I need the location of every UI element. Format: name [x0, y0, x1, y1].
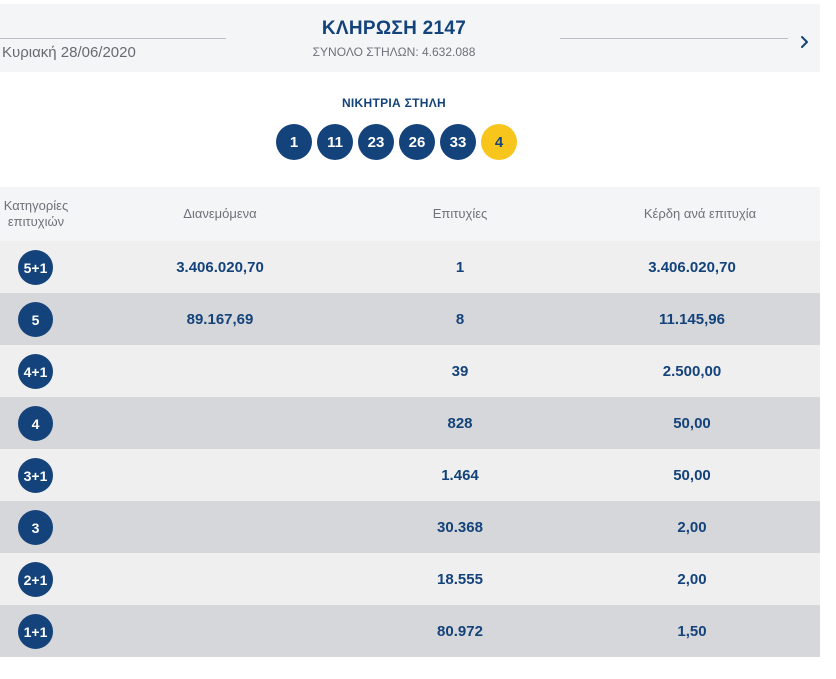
winning-number-ball: 33	[440, 124, 476, 160]
table-row: 5+1 3.406.020,70 1 3.406.020,70	[0, 241, 820, 293]
distributed-cell	[120, 553, 320, 605]
prize-cell: 50,00	[673, 466, 711, 484]
header-category: Κατηγορίες επιτυχιών	[3, 198, 69, 229]
prize-cell: 2,00	[677, 518, 707, 536]
distributed-cell	[120, 449, 320, 501]
header-winners: Επιτυχίες	[432, 206, 488, 221]
prize-cell: 3.406.020,70	[648, 258, 736, 276]
winners-cell: 828	[447, 414, 473, 432]
winners-cell: 30.368	[437, 518, 483, 536]
draw-header: Κυριακή 28/06/2020 ΚΛΗΡΩΣΗ 2147 ΣΥΝΟΛΟ Σ…	[0, 4, 820, 72]
winners-cell: 80.972	[437, 622, 483, 640]
distributed-cell: 89.167,69	[186, 310, 254, 328]
prize-cell: 11.145,96	[659, 310, 725, 328]
table-header: Κατηγορίες επιτυχιών Διανεμόμενα Επιτυχί…	[0, 187, 820, 241]
prize-cell: 50,00	[673, 414, 711, 432]
total-columns: ΣΥΝΟΛΟ ΣΤΗΛΩΝ: 4.632.088	[312, 45, 476, 59]
category-badge: 5+1	[18, 250, 53, 285]
distributed-cell	[120, 605, 320, 657]
prize-cell: 2.500,00	[662, 362, 722, 380]
table-row: 4 828 50,00	[0, 397, 820, 449]
joker-number-ball: 4	[481, 124, 517, 160]
table-row: 4+1 39 2.500,00	[0, 345, 820, 397]
draw-date: Κυριακή 28/06/2020	[2, 44, 136, 61]
distributed-cell	[120, 501, 320, 553]
table-row: 5 89.167,69 8 11.145,96	[0, 293, 820, 345]
winners-cell: 18.555	[437, 570, 483, 588]
category-badge: 3	[18, 510, 53, 545]
table-row: 2+1 18.555 2,00	[0, 553, 820, 605]
winning-column-label: ΝΙΚΗΤΡΙΑ ΣΤΗΛΗ	[341, 96, 447, 110]
winning-number-ball: 23	[358, 124, 394, 160]
chevron-right-icon	[801, 36, 808, 48]
distributed-cell	[120, 397, 320, 449]
winners-cell: 39	[451, 362, 469, 380]
winning-number-ball: 26	[399, 124, 435, 160]
header-distributed: Διανεμόμενα	[183, 206, 257, 221]
category-badge: 4	[18, 406, 53, 441]
table-row: 3+1 1.464 50,00	[0, 449, 820, 501]
next-draw-button[interactable]	[796, 30, 814, 54]
category-badge: 1+1	[18, 614, 53, 649]
distributed-cell: 3.406.020,70	[176, 258, 264, 276]
table-row: 1+1 80.972 1,50	[0, 605, 820, 657]
table-row: 3 30.368 2,00	[0, 501, 820, 553]
winners-cell: 8	[455, 310, 465, 328]
winners-cell: 1	[455, 258, 465, 276]
category-badge: 4+1	[18, 354, 53, 389]
winning-number-ball: 11	[317, 124, 353, 160]
winners-cell: 1.464	[441, 466, 479, 484]
draw-title: ΚΛΗΡΩΣΗ 2147	[321, 18, 467, 39]
distributed-cell	[120, 345, 320, 397]
winning-number-ball: 1	[276, 124, 312, 160]
header-prize: Κέρδη ανά επιτυχία	[643, 206, 757, 221]
prize-cell: 2,00	[677, 570, 707, 588]
prize-cell: 1,50	[677, 622, 707, 640]
category-badge: 5	[18, 302, 53, 337]
divider-left	[0, 38, 226, 39]
winning-numbers: 1 11 23 26 33 4	[276, 124, 517, 160]
prize-table: Κατηγορίες επιτυχιών Διανεμόμενα Επιτυχί…	[0, 187, 820, 657]
divider-right	[560, 38, 788, 39]
category-badge: 3+1	[18, 458, 53, 493]
category-badge: 2+1	[18, 562, 53, 597]
